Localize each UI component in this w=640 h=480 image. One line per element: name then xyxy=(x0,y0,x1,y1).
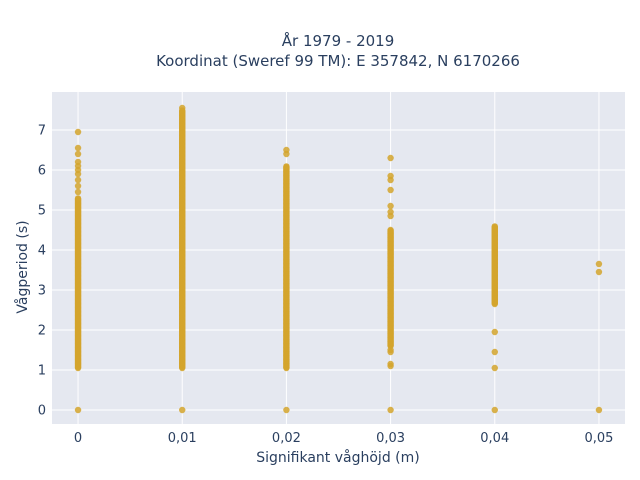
data-point xyxy=(387,154,394,162)
data-point xyxy=(387,202,394,210)
data-point xyxy=(387,226,394,234)
data-point xyxy=(74,176,82,184)
data-point xyxy=(74,195,82,202)
y-tick-label: 6 xyxy=(38,164,46,179)
data-point xyxy=(387,208,394,216)
data-point xyxy=(387,186,394,194)
data-point xyxy=(595,260,603,268)
x-tick-label: 0,04 xyxy=(480,431,509,446)
data-point xyxy=(283,406,290,414)
data-point xyxy=(74,158,82,166)
gridlines xyxy=(52,92,625,424)
data-point xyxy=(179,406,186,414)
data-point xyxy=(595,406,603,414)
data-point xyxy=(491,364,498,372)
y-tick-label: 5 xyxy=(38,204,46,219)
data-point xyxy=(74,188,82,196)
plot-area xyxy=(52,92,625,424)
x-tick-label: 0,01 xyxy=(168,431,197,446)
x-tick-label: 0,05 xyxy=(584,431,613,446)
y-axis-ticks: 0 1 2 3 4 5 6 7 xyxy=(38,124,46,419)
x-axis-title: Signifikant våghöjd (m) xyxy=(256,449,419,466)
x-tick-label: 0,02 xyxy=(272,431,301,446)
y-axis-title: Vågperiod (s) xyxy=(14,220,31,313)
data-point xyxy=(74,144,82,152)
data-point xyxy=(387,172,394,180)
x-tick-label: 0,03 xyxy=(376,431,405,446)
data-point xyxy=(179,104,186,112)
x-tick-label: 0 xyxy=(74,431,82,446)
x-axis-ticks: 0 0,01 0,02 0,03 0,04 0,05 xyxy=(74,431,614,446)
data-points xyxy=(74,104,603,414)
y-tick-label: 0 xyxy=(38,404,46,419)
data-point xyxy=(491,406,498,414)
chart-title-line-2: Koordinat (Sweref 99 TM): E 357842, N 61… xyxy=(156,52,520,70)
y-tick-label: 7 xyxy=(38,124,46,139)
data-point xyxy=(283,163,290,170)
chart-title-line-1: År 1979 - 2019 xyxy=(282,31,395,50)
y-tick-label: 1 xyxy=(38,364,46,379)
data-point xyxy=(387,346,394,354)
data-point xyxy=(74,182,82,190)
data-point xyxy=(74,128,82,136)
data-point xyxy=(491,348,498,356)
data-point xyxy=(283,146,290,154)
data-point xyxy=(74,406,82,414)
data-point xyxy=(595,268,603,276)
data-point xyxy=(387,360,394,368)
data-point xyxy=(491,223,498,230)
data-point xyxy=(74,150,82,158)
y-tick-label: 2 xyxy=(38,324,46,339)
y-tick-label: 3 xyxy=(38,284,46,299)
y-tick-label: 4 xyxy=(38,244,46,259)
data-point xyxy=(491,328,498,336)
data-point xyxy=(387,406,394,414)
